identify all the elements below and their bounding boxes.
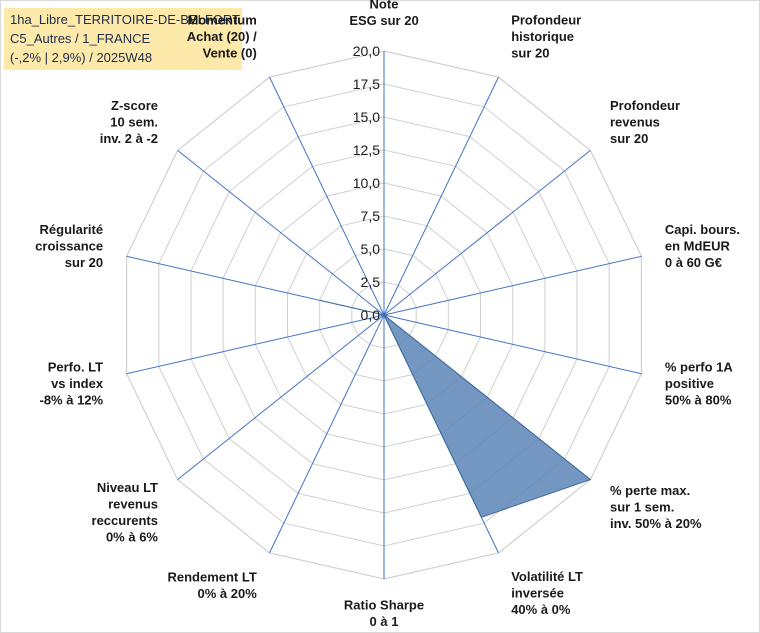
axis-spoke <box>383 150 591 316</box>
axis-label: Niveau LT revenus reccurents 0% à 6% <box>92 480 159 545</box>
axis-label: Régularité croissance sur 20 <box>35 222 103 270</box>
tick-label: 7,5 <box>361 208 381 224</box>
axis-label: Note ESG sur 20 <box>349 0 418 28</box>
tick-label: 12,5 <box>353 142 380 158</box>
axis-label: % perte max. sur 1 sem. inv. 50% à 20% <box>610 483 702 531</box>
axis-label: Ratio Sharpe 0 à 1 <box>344 597 424 629</box>
axis-spoke <box>269 76 385 316</box>
axis-spoke <box>126 314 385 375</box>
tick-label: 10,0 <box>353 175 380 191</box>
tick-label: 17,5 <box>353 76 380 92</box>
axis-label: Capi. bours. en MdEUR 0 à 60 G€ <box>665 222 740 270</box>
axis-label: Volatilité LT inversée 40% à 0% <box>511 569 583 617</box>
chart-title-line-1: 1ha_Libre_TERRITOIRE-DE-BELFORT <box>10 12 240 27</box>
chart-title-line-3: (-,2% | 2,9%) / 2025W48 <box>10 50 153 65</box>
axis-spoke <box>383 314 642 375</box>
axis-label: Momentum Achat (20) / Vente (0) <box>187 13 257 61</box>
axis-spoke <box>383 255 642 316</box>
chart-title-box: 1ha_Libre_TERRITOIRE-DE-BELFORT C5_Autre… <box>4 8 242 70</box>
axis-label: % perfo 1A positive 50% à 80% <box>665 359 734 407</box>
axis-spoke <box>269 314 385 554</box>
axis-label: Profondeur historique sur 20 <box>511 13 581 61</box>
axis-label: Perfo. LT vs index -8% à 12% <box>40 359 104 407</box>
axis-label: Z-score 10 sem. inv. 2 à -2 <box>100 98 158 146</box>
tick-label: 20,0 <box>353 43 380 59</box>
tick-label: 5,0 <box>361 241 381 257</box>
axis-label: Profondeur revenus sur 20 <box>610 98 680 146</box>
chart-title-line-2: C5_Autres / 1_FRANCE <box>10 31 151 46</box>
axis-spoke <box>383 76 499 316</box>
tick-label: 2,5 <box>361 274 381 290</box>
series-area <box>319 299 592 518</box>
axis-spoke <box>177 314 385 480</box>
tick-label: 15,0 <box>353 109 380 125</box>
tick-label: 0,0 <box>361 307 381 323</box>
axis-spoke <box>177 150 385 316</box>
axis-label: Rendement LT 0% à 20% <box>167 570 257 602</box>
